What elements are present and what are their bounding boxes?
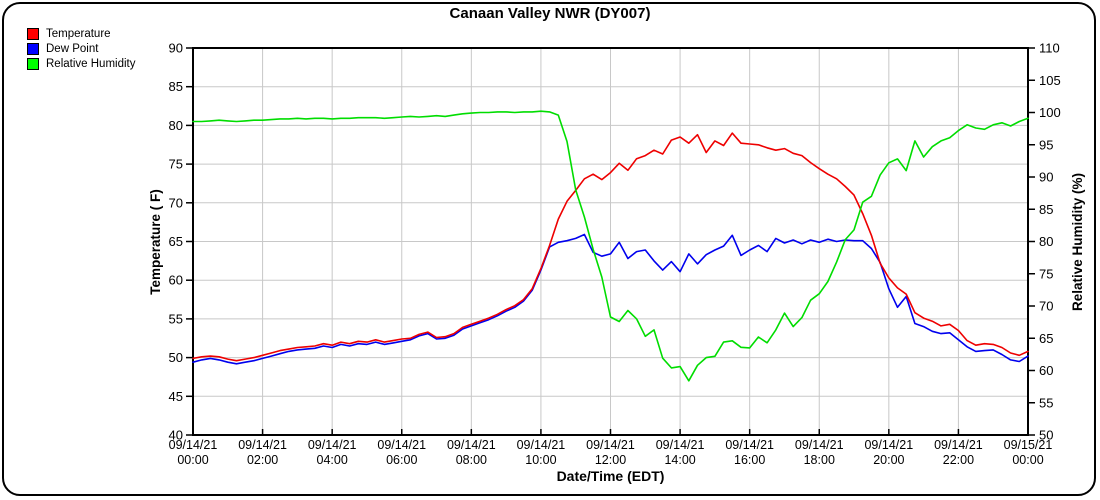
y-right-tick-label: 110 (1039, 41, 1060, 56)
x-tick-label-time: 08:00 (456, 453, 487, 467)
dew-point-swatch-icon (27, 42, 39, 55)
y-left-tick-label: 50 (169, 350, 183, 365)
legend-item-dew-point: Dew Point (27, 41, 135, 56)
y-left-tick-label: 75 (169, 157, 183, 172)
y-left-tick-label: 40 (169, 428, 183, 443)
y-left-tick-label: 55 (169, 311, 183, 326)
plot-border (192, 47, 1029, 436)
x-tick-label-date: 09/14/21 (238, 438, 287, 452)
dew-point-line (192, 233, 1029, 365)
chart-title: Canaan Valley NWR (DY007) (449, 5, 651, 22)
y-left-tick-label: 90 (169, 41, 183, 56)
x-tick-label-date: 09/14/21 (795, 438, 844, 452)
temperature-line (192, 132, 1029, 362)
y-right-tick-label: 60 (1039, 363, 1053, 378)
x-tick-label-time: 00:00 (177, 453, 208, 467)
relative-humidity-swatch-icon (27, 57, 39, 70)
y-right-tick-label: 55 (1039, 395, 1053, 410)
y-left-tick-label: 80 (169, 118, 183, 133)
x-tick-label-time: 04:00 (317, 453, 348, 467)
x-tick-label-date: 09/14/21 (308, 438, 357, 452)
x-tick-label-time: 16:00 (734, 453, 765, 467)
x-tick-label-time: 02:00 (247, 453, 278, 467)
x-tick-label-date: 09/14/21 (517, 438, 566, 452)
y-right-tick-label: 100 (1039, 105, 1061, 120)
x-tick-label-date: 09/14/21 (725, 438, 774, 452)
y-right-tick-label: 85 (1039, 202, 1053, 217)
x-tick-label-date: 09/14/21 (864, 438, 913, 452)
x-tick-label-time: 18:00 (804, 453, 835, 467)
x-tick-label-time: 06:00 (386, 453, 417, 467)
y-right-tick-label: 70 (1039, 299, 1053, 314)
x-tick-label-date: 09/14/21 (934, 438, 983, 452)
y-left-tick-label: 65 (169, 234, 183, 249)
legend-item-relative-humidity: Relative Humidity (27, 56, 135, 71)
temperature-swatch-icon (27, 27, 39, 40)
x-tick-label-time: 10:00 (525, 453, 556, 467)
x-tick-label-time: 14:00 (664, 453, 695, 467)
relative-humidity-line (192, 110, 1029, 382)
y-left-tick-label: 70 (169, 195, 183, 210)
x-tick-label-date: 09/15/21 (1004, 438, 1053, 452)
x-tick-label-date: 09/14/21 (169, 438, 218, 452)
x-tick-label-time: 20:00 (873, 453, 904, 467)
x-axis-label: Date/Time (EDT) (556, 468, 665, 484)
y-right-tick-label: 75 (1039, 266, 1053, 281)
x-tick-label-date: 09/14/21 (586, 438, 635, 452)
y-left-tick-label: 85 (169, 79, 183, 94)
x-tick-label-time: 12:00 (595, 453, 626, 467)
y-right-tick-label: 90 (1039, 170, 1053, 185)
x-tick-label-date: 09/14/21 (656, 438, 705, 452)
y-left-tick-label: 45 (169, 389, 183, 404)
legend: Temperature Dew Point Relative Humidity (27, 26, 135, 71)
y-axis-label-left: Temperature ( F) (148, 189, 163, 295)
legend-label-temperature: Temperature (46, 27, 111, 40)
y-axis-label-right: Relative Humidity (%) (1070, 172, 1085, 312)
x-tick-label-date: 09/14/21 (447, 438, 496, 452)
legend-label-relative-humidity: Relative Humidity (46, 57, 136, 70)
x-tick-label-date: 09/14/21 (377, 438, 426, 452)
y-right-tick-label: 65 (1039, 331, 1053, 346)
y-right-tick-label: 105 (1039, 73, 1061, 88)
x-tick-label-time: 22:00 (943, 453, 974, 467)
y-right-tick-label: 80 (1039, 234, 1053, 249)
legend-label-dew-point: Dew Point (46, 42, 99, 55)
y-right-tick-label: 50 (1039, 428, 1053, 443)
legend-item-temperature: Temperature (27, 26, 135, 41)
y-left-tick-label: 60 (169, 273, 183, 288)
y-right-tick-label: 95 (1039, 137, 1053, 152)
x-tick-label-time: 00:00 (1012, 453, 1043, 467)
